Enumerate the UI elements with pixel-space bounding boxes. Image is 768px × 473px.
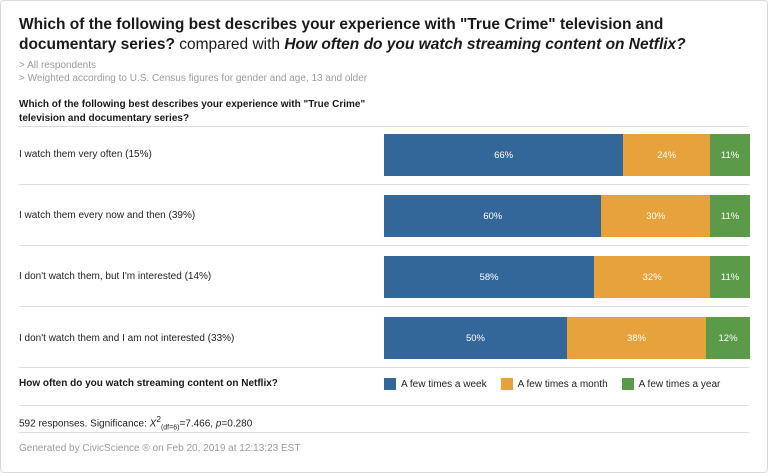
bar-segment-year: 11% (710, 195, 750, 237)
section-divider (19, 432, 749, 433)
legend-label-month: A few times a month (517, 378, 608, 390)
bar-very-often: 66% 24% 11% (384, 134, 750, 176)
row-divider (19, 126, 749, 127)
row-divider (19, 367, 749, 368)
significance-stats: 592 responses. Significance: X2(df=6)=7.… (19, 414, 252, 431)
legend-item-week: A few times a week (384, 378, 487, 390)
bar-segment-week: 60% (384, 195, 602, 237)
chi-value: =7.466, (179, 418, 216, 430)
section-divider (19, 405, 749, 406)
footer-generated: Generated by CivicScience ® on Feb 20, 2… (19, 443, 301, 454)
bar-interested: 58% 32% 11% (384, 256, 750, 298)
legend-swatch-week (384, 378, 396, 390)
row-divider (19, 306, 749, 307)
chi-exponent: 2 (156, 414, 161, 424)
legend: A few times a week A few times a month A… (384, 378, 734, 390)
bar-now-and-then: 60% 30% 11% (384, 195, 750, 237)
degrees-of-freedom: (df=6) (160, 424, 180, 432)
legend-swatch-year (621, 378, 634, 390)
title-compare: How often do you watch streaming content… (284, 36, 686, 53)
bar-segment-year: 12% (706, 317, 750, 359)
row-divider (19, 245, 749, 246)
legend-question: How often do you watch streaming content… (19, 378, 278, 389)
note-weighting: > Weighted according to U.S. Census figu… (19, 73, 368, 84)
legend-item-month: A few times a month (500, 378, 608, 390)
bar-segment-month: 32% (594, 256, 711, 298)
stats-prefix: 592 responses. Significance: (19, 418, 150, 430)
question-label: Which of the following best describes yo… (19, 99, 366, 124)
p-value: =0.280 (221, 418, 253, 430)
title-connector: compared with (174, 36, 285, 53)
row-label-interested: I don't watch them, but I'm interested (… (19, 271, 212, 282)
bar-segment-year: 11% (710, 134, 750, 176)
bar-segment-month: 24% (623, 134, 711, 176)
chi-symbol: X (149, 418, 157, 430)
chart-title: Which of the following best describes yo… (19, 15, 749, 55)
bar-segment-year: 11% (710, 256, 750, 298)
row-divider (19, 184, 749, 185)
bar-not-interested: 50% 38% 12% (384, 317, 750, 359)
bar-segment-month: 30% (601, 195, 711, 237)
row-label-now-and-then: I watch them every now and then (39%) (19, 210, 196, 221)
title-main: Which of the following best describes yo… (19, 16, 664, 53)
legend-item-year: A few times a year (621, 378, 721, 390)
legend-label-year: A few times a year (638, 378, 721, 390)
bar-segment-week: 58% (384, 256, 595, 298)
legend-label-week: A few times a week (401, 378, 487, 390)
bar-segment-month: 38% (567, 317, 707, 359)
bar-segment-week: 50% (384, 317, 567, 359)
note-respondents: > All respondents (19, 60, 96, 71)
row-label-very-often: I watch them very often (15%) (19, 149, 152, 160)
row-label-not-interested: I don't watch them and I am not interest… (19, 333, 235, 344)
bar-segment-week: 66% (384, 134, 624, 176)
legend-swatch-month (500, 378, 513, 390)
p-label: p (215, 418, 222, 430)
